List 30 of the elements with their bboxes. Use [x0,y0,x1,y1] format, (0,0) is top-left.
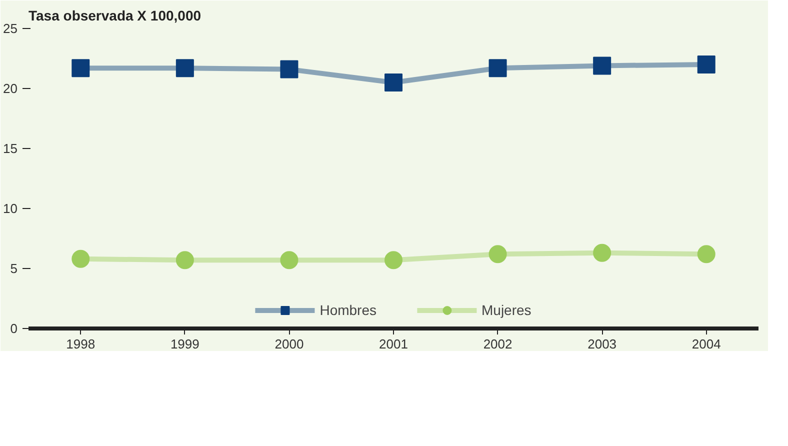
point [593,56,612,75]
point [593,244,612,262]
point [72,250,90,268]
y-tick-label: 25 [3,21,18,36]
point [697,56,716,74]
x-tick-label: 2002 [483,336,512,352]
point [72,59,90,78]
point [176,59,194,78]
point [176,251,194,270]
y-tick-label: 20 [3,81,18,96]
x-tick-label: 1999 [170,336,200,352]
point [280,251,298,270]
x-tick-label: 2004 [692,336,721,352]
x-tick-label: 1998 [66,336,96,352]
point [488,59,507,78]
x-tick-label: 2001 [379,336,408,352]
point [697,245,716,264]
point [384,74,402,92]
x-tick-label: 2003 [588,336,617,352]
point [488,245,507,264]
point [280,60,298,78]
legend-label: Hombres [320,302,376,318]
y-tick-label: 10 [3,201,18,216]
y-tick-label: 15 [3,141,18,156]
point [384,251,402,270]
x-tick-label: 2000 [274,336,304,352]
y-tick-label: 0 [10,321,18,336]
y-tick-label: 5 [10,261,18,276]
y-axis-title: Tasa observada X 100,000 [28,8,202,24]
legend-label: Mujeres [482,302,532,318]
